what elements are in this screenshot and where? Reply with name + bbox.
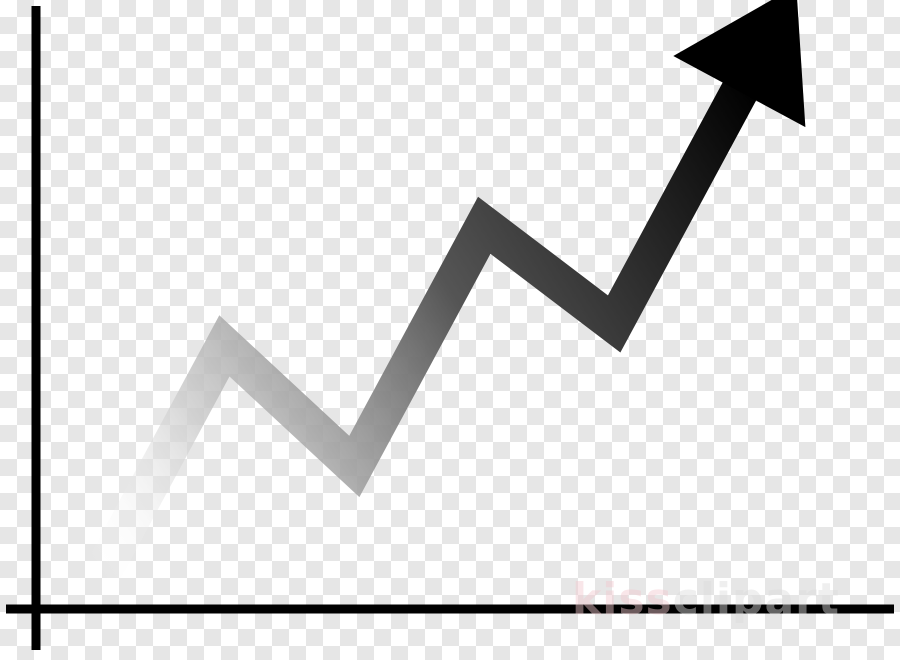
data-point-4 [612,322,616,326]
data-point-5 [742,81,746,85]
trend-line [77,73,761,597]
watermark-part2: clipart [672,574,840,625]
data-point-0 [92,585,96,589]
data-point-2 [352,464,356,468]
arrow-head [673,0,806,128]
data-point-3 [482,223,486,227]
data-point-1 [222,344,226,348]
watermark-part1: kiss [572,574,673,625]
watermark: kissclipart [572,574,840,625]
